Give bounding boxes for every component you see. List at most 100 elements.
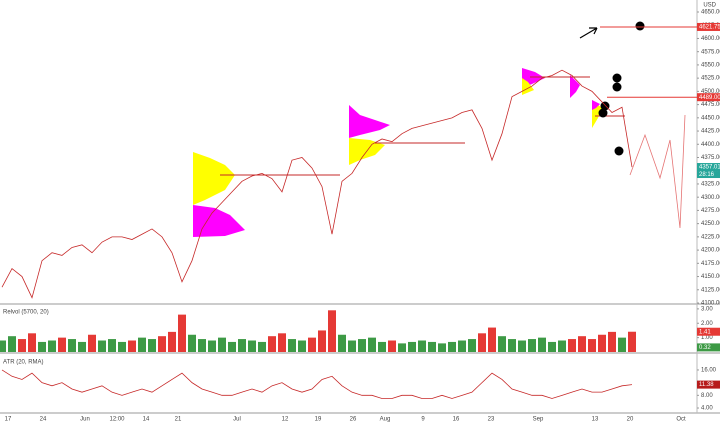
- badge-label: 11.38: [699, 382, 714, 388]
- y-tick-label: 4475.00: [701, 102, 720, 108]
- x-tick-label: Jun: [80, 417, 90, 423]
- price-badge: [697, 22, 720, 31]
- volume-bar: [578, 336, 586, 352]
- volume-bar: [118, 341, 126, 352]
- x-tick-label: 26: [350, 417, 357, 423]
- volume-bar: [538, 337, 546, 352]
- volume-bar: [108, 339, 116, 352]
- y-tick-label: 4175.00: [701, 261, 720, 267]
- volume-bar: [28, 333, 36, 352]
- volume-bar: [618, 337, 626, 352]
- badge-label: 1.41: [699, 329, 711, 335]
- x-tick-label: Aug: [380, 417, 391, 423]
- x-tick-label: Sep: [533, 417, 544, 423]
- y-tick-label: 4325.00: [701, 182, 720, 188]
- volume-bar: [398, 343, 406, 352]
- volume-bar: [518, 340, 526, 352]
- volume-bar: [318, 330, 326, 352]
- volume-bar: [58, 337, 66, 352]
- volume-bar: [168, 331, 176, 352]
- volume-bar: [458, 340, 466, 352]
- y-tick-label: 4275.00: [701, 208, 720, 214]
- volume-bar: [558, 340, 566, 352]
- volume-bar: [268, 336, 276, 352]
- currency-label: USD: [703, 3, 716, 9]
- y-tick-label: 4200.00: [701, 248, 720, 254]
- volume-bar: [508, 339, 516, 352]
- volume-bar: [308, 337, 316, 352]
- y-tick-label: 2.00: [701, 321, 713, 327]
- volume-bar: [408, 341, 416, 352]
- volume-bar: [438, 343, 446, 352]
- volume-bar: [608, 331, 616, 352]
- volume-bar: [98, 340, 106, 352]
- volume-bar: [298, 340, 306, 352]
- volume-bar: [238, 339, 246, 352]
- price-badge: [697, 163, 720, 172]
- y-tick-label: 16.00: [701, 368, 717, 374]
- x-tick-label: 12:00: [109, 417, 125, 423]
- volume-bar: [148, 339, 156, 352]
- volume-bar: [128, 340, 136, 352]
- icon: [598, 108, 608, 118]
- x-tick-label: 21: [175, 417, 182, 423]
- price-badge: [697, 343, 720, 352]
- badge-label: 4357.01: [699, 165, 720, 171]
- y-tick-label: 4150.00: [701, 274, 720, 280]
- volume-bar: [158, 336, 166, 352]
- icon: [635, 21, 645, 31]
- y-tick-label: 4100.00: [701, 301, 720, 307]
- icon: [600, 101, 610, 111]
- volume-bar: [208, 340, 216, 352]
- profile: [193, 152, 235, 205]
- x-tick-label: 24: [40, 417, 47, 423]
- icon: [612, 73, 622, 83]
- y-tick-label: 4600.00: [701, 36, 720, 42]
- panel-title: Relvol (5700, 20): [3, 310, 49, 316]
- volume-bar: [228, 341, 236, 352]
- volume-bar: [338, 334, 346, 352]
- x-tick-label: 23: [488, 417, 495, 423]
- y-tick-label: 4650.00: [701, 10, 720, 16]
- countdown-badge: [697, 171, 720, 179]
- volume-bar: [378, 341, 386, 352]
- volume-bar: [388, 340, 396, 352]
- volume-bar: [488, 327, 496, 352]
- icon: [612, 82, 622, 92]
- drawings: [579, 21, 645, 156]
- y-tick-label: 4550.00: [701, 62, 720, 68]
- volume-bar: [38, 341, 46, 352]
- x-tick-label: Oct: [676, 417, 686, 423]
- y-tick-label: 4250.00: [701, 221, 720, 227]
- x-tick-label: 17: [5, 417, 12, 423]
- x-tick-label: 20: [627, 417, 634, 423]
- volume-bar: [178, 314, 186, 352]
- volume-bar: [48, 340, 56, 352]
- profile: [349, 105, 390, 138]
- volume-bar: [0, 340, 6, 352]
- volume-bar: [278, 333, 286, 352]
- arrow: [579, 27, 598, 39]
- volume-bar: [78, 341, 86, 352]
- profile: [193, 205, 245, 237]
- volume-bar: [258, 341, 266, 352]
- volume-bar: [218, 337, 226, 352]
- volume-bar: [418, 340, 426, 352]
- price-line: [1, 369, 633, 399]
- volume-bar: [198, 339, 206, 352]
- volume-bar: [8, 336, 16, 352]
- y-tick-label: 4300.00: [701, 195, 720, 201]
- volume-bar: [18, 339, 26, 352]
- volume-bar: [188, 334, 196, 352]
- x-tick-label: 9: [421, 417, 425, 423]
- volume-bar: [88, 334, 96, 352]
- volume-bar: [548, 341, 556, 352]
- volume-bar: [348, 340, 356, 352]
- y-tick-label: 4450.00: [701, 115, 720, 121]
- x-tick-label: 13: [592, 417, 599, 423]
- y-tick-label: 4225.00: [701, 234, 720, 240]
- volume-bar: [68, 339, 76, 352]
- y-tick-label: 4525.00: [701, 76, 720, 82]
